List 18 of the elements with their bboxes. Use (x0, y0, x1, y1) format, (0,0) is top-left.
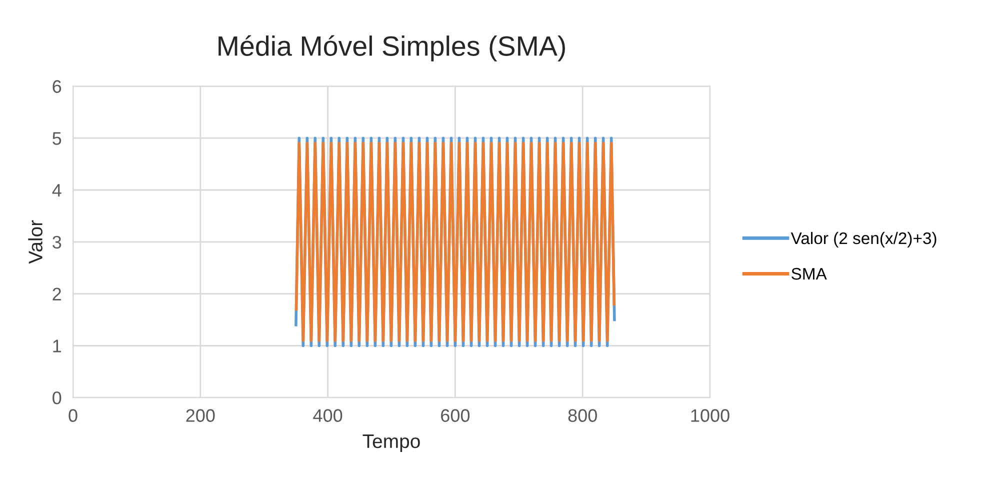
legend-label: Valor (2 sen(x/2)+3) (790, 232, 936, 248)
y-axis-title: Valor (28, 220, 42, 264)
x-axis-title: Tempo (362, 434, 420, 452)
y-tick-label: 4 (52, 184, 62, 197)
legend-label: SMA (792, 268, 827, 280)
chart-title: Média Móvel Simples (SMA) (218, 35, 565, 62)
x-tick-label: 1000 (691, 409, 730, 422)
x-tick-label: 0 (68, 409, 78, 422)
x-tick-label: 200 (186, 409, 215, 422)
y-tick-label: 1 (53, 340, 62, 352)
x-tick-label: 600 (441, 409, 470, 422)
y-tick-label: 6 (52, 80, 62, 93)
y-tick-label: 2 (52, 288, 61, 300)
x-tick-label: 400 (313, 409, 342, 422)
y-tick-label: 3 (52, 236, 62, 249)
y-tick-label: 0 (52, 392, 62, 404)
x-tick-label: 800 (568, 409, 597, 422)
y-tick-label: 5 (52, 132, 62, 145)
